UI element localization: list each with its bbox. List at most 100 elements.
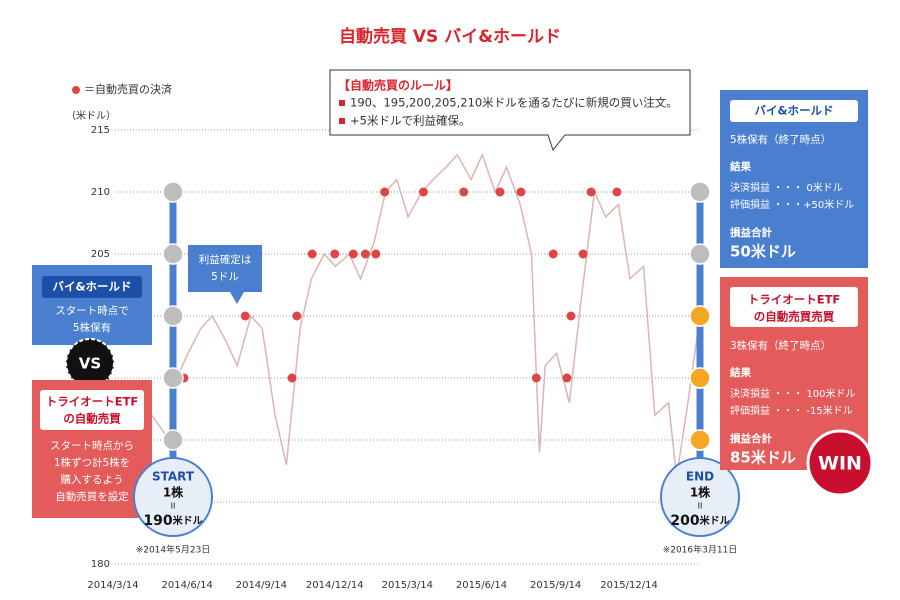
- x-tick-label: 2015/3/14: [382, 580, 433, 591]
- end-shares: 1株: [690, 485, 711, 500]
- callout-text: 5ドル: [211, 271, 239, 283]
- y-tick-label: 180: [91, 559, 110, 570]
- x-tick-label: 2015/9/14: [530, 580, 581, 591]
- heading: トライオートETF: [748, 293, 841, 307]
- result-line: 評価損益 ・・・ -15米ドル: [730, 404, 853, 417]
- trade-point: [348, 249, 358, 259]
- end-eq: II: [698, 502, 703, 511]
- trade-point: [566, 311, 576, 321]
- x-tick-label: 2014/9/14: [236, 580, 287, 591]
- held-level: [689, 429, 711, 451]
- callout-text: 利益確定は: [199, 253, 252, 266]
- heading-pill: [40, 390, 144, 430]
- period-bar: [696, 185, 704, 470]
- x-tick-label: 2015/6/14: [456, 580, 507, 591]
- bullet: [339, 100, 345, 106]
- start-note: ※2014年5月23日: [136, 544, 211, 556]
- y-tick-label: 215: [91, 125, 110, 136]
- x-tick-label: 2014/3/14: [87, 580, 138, 591]
- trade-point: [578, 249, 588, 259]
- result-label: 結果: [730, 160, 751, 173]
- start-price: 190米ドル: [143, 513, 202, 529]
- trade-point: [287, 373, 297, 383]
- period-bar: [169, 185, 177, 470]
- rule-item: 190、195,200,205,210米ドルを通るたびに新規の買い注文。: [350, 96, 678, 110]
- trade-point: [562, 373, 572, 383]
- trade-point: [516, 187, 526, 197]
- end-note: ※2016年3月11日: [663, 544, 738, 556]
- legend-marker: [72, 86, 80, 94]
- x-tick-label: 2014/6/14: [162, 580, 213, 591]
- win-text: WIN: [818, 453, 862, 475]
- trade-point: [418, 187, 428, 197]
- order-level: [689, 181, 711, 203]
- end-price: 200米ドル: [670, 513, 729, 529]
- start-shares: 1株: [163, 485, 184, 500]
- result-line: 決済損益 ・・・ 100米ドル: [730, 387, 855, 400]
- rule-title: 【自動売買のルール】: [338, 78, 458, 93]
- heading: の自動売買売買: [754, 310, 835, 324]
- rule-item: +5米ドルで利益確保。: [350, 114, 470, 128]
- price-unit: 米ドル: [700, 514, 730, 527]
- trade-point: [307, 249, 317, 259]
- heading: の自動売買: [63, 412, 121, 426]
- win-badge: [806, 429, 874, 497]
- y-tick-label: 210: [91, 187, 110, 198]
- held-text: 3株保有（終了時点）: [730, 339, 831, 352]
- order-level: [162, 181, 184, 203]
- total-value: 50米ドル: [730, 243, 796, 261]
- order-level: [162, 243, 184, 265]
- body-text: 購入するよう: [61, 473, 124, 486]
- bullet: [339, 118, 345, 124]
- price-value: 200: [670, 513, 699, 529]
- total-label: 損益合計: [730, 432, 772, 445]
- order-level: [162, 367, 184, 389]
- trade-point: [380, 187, 390, 197]
- total-label: 損益合計: [730, 226, 772, 239]
- trade-point: [459, 187, 469, 197]
- result-line: 評価損益 ・・・+50米ドル: [730, 198, 854, 211]
- chart-title: 自動売買 VS バイ&ホールド: [339, 26, 561, 47]
- body-text: スタート時点で: [55, 305, 129, 317]
- legend-label: ＝自動売買の決済: [84, 82, 172, 96]
- x-tick-label: 2015/12/14: [600, 580, 658, 591]
- body-text: スタート時点から: [50, 440, 134, 452]
- trade-point: [586, 187, 596, 197]
- trade-point: [612, 187, 622, 197]
- start-circle: [133, 457, 213, 537]
- held-level: [689, 367, 711, 389]
- rule-box: [329, 69, 691, 152]
- order-level: [689, 243, 711, 265]
- heading: バイ&ホールド: [52, 280, 131, 294]
- callout-box: [188, 245, 262, 304]
- order-level: [162, 305, 184, 327]
- body-text: 1株ずつ計5株を: [54, 456, 130, 469]
- trade-point: [548, 249, 558, 259]
- held-level: [689, 305, 711, 327]
- total-value: 85米ドル: [730, 449, 796, 467]
- price-value: 190: [143, 513, 172, 529]
- order-level: [162, 429, 184, 451]
- end-label: END: [686, 470, 714, 484]
- held-text: 5株保有（終了時点）: [730, 133, 831, 146]
- heading: バイ&ホールド: [754, 104, 833, 118]
- end-circle: [660, 457, 740, 537]
- trade-point: [292, 311, 302, 321]
- heading-pill: [730, 100, 858, 122]
- trade-point: [240, 311, 250, 321]
- vs-text: VS: [79, 355, 101, 373]
- result-line: 決済損益 ・・・ 0米ドル: [730, 181, 843, 194]
- body-text: 自動売買を設定: [55, 490, 129, 503]
- heading-pill: [42, 276, 142, 298]
- heading: トライオートETF: [46, 395, 139, 409]
- trade-point: [495, 187, 505, 197]
- y-unit: （米ドル）: [66, 109, 116, 122]
- trade-point: [371, 249, 381, 259]
- trade-point: [330, 249, 340, 259]
- start-eq: II: [171, 502, 176, 511]
- start-label: START: [152, 470, 195, 484]
- price-unit: 米ドル: [173, 514, 203, 527]
- x-tick-label: 2014/12/14: [306, 580, 364, 591]
- body-text: 5株保有: [73, 321, 111, 334]
